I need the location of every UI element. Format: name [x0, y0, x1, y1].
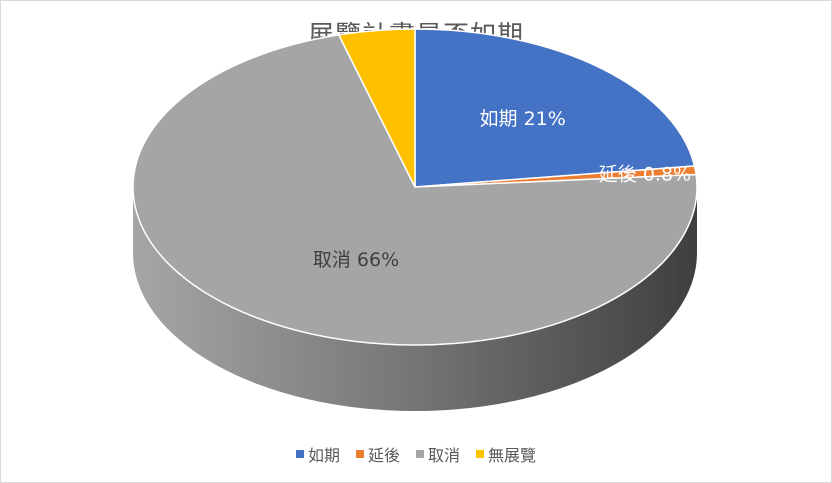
data-label-postponed: 延後 0.8% — [599, 163, 691, 185]
legend-swatch-on-schedule — [295, 450, 304, 458]
pie-slice-no-exhibition — [337, 28, 416, 188]
pie-side-wall-shape — [133, 187, 697, 411]
legend-swatch-postponed — [355, 450, 364, 458]
data-label-cancelled: 取消 66% — [313, 249, 399, 271]
pie-slice-cancelled — [132, 34, 698, 346]
legend-item-postponed: 延後 — [355, 442, 400, 466]
pie-side-wall — [133, 187, 697, 411]
pie-chart: 如期 21% 延後 0.8% 取消 66% — [132, 28, 698, 411]
legend-item-cancelled: 取消 — [416, 442, 460, 466]
legend-label-cancelled: 取消 — [428, 446, 461, 465]
legend: 如期 延後 取消 無展覽 — [1, 442, 831, 466]
legend-swatch-cancelled — [416, 450, 424, 458]
data-label-on-schedule: 如期 21% — [480, 108, 566, 130]
legend-item-on-schedule: 如期 — [295, 442, 340, 466]
legend-label-on-schedule: 如期 — [307, 446, 340, 465]
pie-top — [132, 28, 698, 346]
legend-label-postponed: 延後 — [367, 446, 400, 465]
legend-label-no-exhibition: 無展覽 — [488, 446, 537, 465]
legend-item-no-exhibition: 無展覽 — [476, 442, 536, 466]
pie-slice-on-schedule — [414, 28, 696, 188]
pie-labels: 如期 21% 延後 0.8% 取消 66% — [313, 108, 691, 271]
legend-swatch-no-exhibition — [476, 450, 485, 458]
